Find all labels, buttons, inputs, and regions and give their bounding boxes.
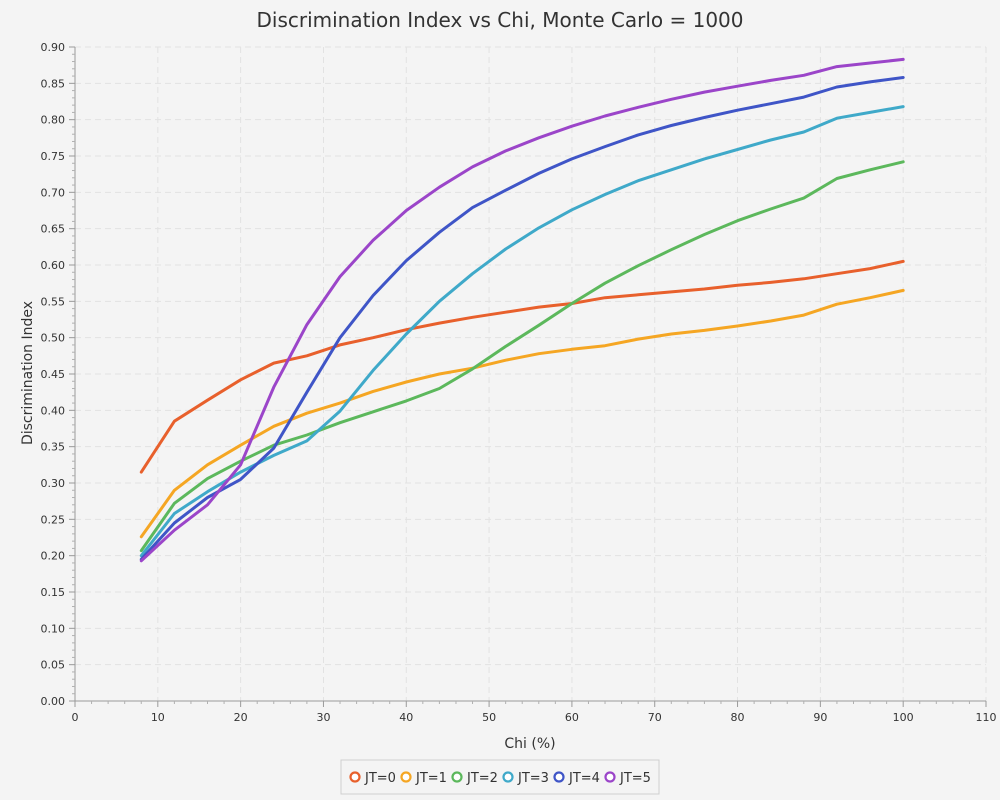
x-axis-label: Chi (%) [504, 736, 555, 752]
legend-marker [604, 771, 616, 783]
y-tick-label: 0.65 [41, 223, 66, 236]
x-tick-label: 50 [482, 711, 496, 724]
y-tick-label: 0.40 [41, 404, 66, 417]
x-tick-label: 20 [234, 711, 248, 724]
series-lines [139, 57, 905, 563]
legend-frame [340, 759, 660, 795]
x-tick-label: 100 [893, 711, 914, 724]
y-axis-label: Discrimination Index [20, 301, 36, 445]
y-tick-label: 0.35 [41, 441, 66, 454]
y-tick-label: 0.45 [41, 368, 66, 381]
x-tick-label: 60 [565, 711, 579, 724]
series-line-jt3 [139, 105, 905, 558]
x-tick-label: 30 [316, 711, 330, 724]
series-line-jt1 [139, 288, 905, 539]
x-tick-label: 110 [976, 711, 997, 724]
y-tick-label: 0.20 [41, 550, 66, 563]
y-tick-label: 0.50 [41, 332, 66, 345]
y-tick-label: 0.00 [41, 695, 66, 708]
legend-marker [349, 771, 361, 783]
y-tick-label: 0.85 [41, 77, 66, 90]
legend-marker [553, 771, 565, 783]
legend: JT=0 JT=1 JT=2 JT=3 JT=4 JT=5 [340, 759, 660, 795]
legend-label: JT=2 [466, 771, 498, 786]
y-tick-label: 0.75 [41, 150, 66, 163]
legend-marker [451, 771, 463, 783]
legend-label: JT=4 [568, 771, 600, 786]
series-line-jt4 [139, 76, 905, 561]
legend-marker [400, 771, 412, 783]
legend-label: JT=3 [517, 771, 549, 786]
series-line-jt2 [139, 160, 905, 553]
y-tick-label: 0.15 [41, 586, 66, 599]
x-tick-label: 90 [813, 711, 827, 724]
y-tick-label: 0.90 [41, 41, 66, 54]
y-tick-label: 0.70 [41, 186, 66, 199]
y-tick-label: 0.10 [41, 622, 66, 635]
y-tick-label: 0.80 [41, 114, 66, 127]
y-tick-label: 0.60 [41, 259, 66, 272]
legend-label: JT=1 [415, 771, 447, 786]
x-tick-label: 40 [399, 711, 413, 724]
x-tick-label: 0 [72, 711, 79, 724]
y-tick-label: 0.25 [41, 513, 66, 526]
legend-label: JT=0 [364, 771, 396, 786]
x-tick-label: 70 [648, 711, 662, 724]
x-axis-ticks: 0 10 20 30 40 50 60 70 80 90 100 110 [72, 701, 997, 724]
y-tick-label: 0.55 [41, 295, 66, 308]
y-tick-label: 0.30 [41, 477, 66, 490]
series-line-jt5 [139, 57, 905, 563]
series-line-jt0 [139, 259, 905, 474]
legend-label: JT=5 [619, 771, 651, 786]
y-tick-label: 0.05 [41, 659, 66, 672]
chart-title: Discrimination Index vs Chi, Monte Carlo… [256, 8, 743, 32]
x-tick-label: 10 [151, 711, 165, 724]
legend-marker [502, 771, 514, 783]
y-axis-ticks: 0.00 0.05 0.10 0.15 0.20 0.25 0.30 0.35 0.40 0.45… [41, 41, 75, 708]
x-tick-label: 80 [731, 711, 745, 724]
gridlines [75, 46, 987, 701]
